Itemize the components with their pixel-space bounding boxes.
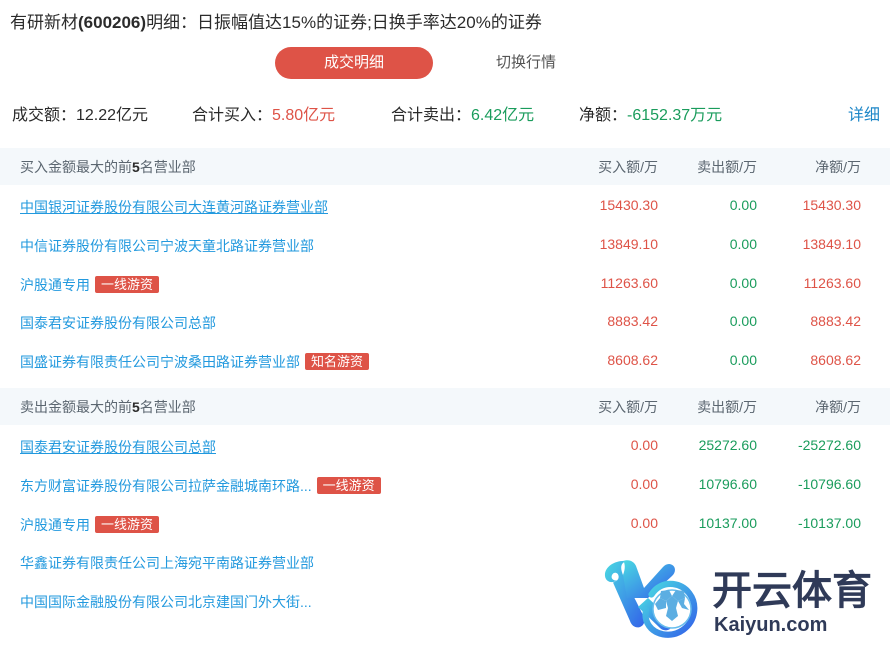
svg-text:Kaiyun.com: Kaiyun.com — [714, 614, 827, 636]
svg-text:开云体育: 开云体育 — [712, 569, 872, 613]
